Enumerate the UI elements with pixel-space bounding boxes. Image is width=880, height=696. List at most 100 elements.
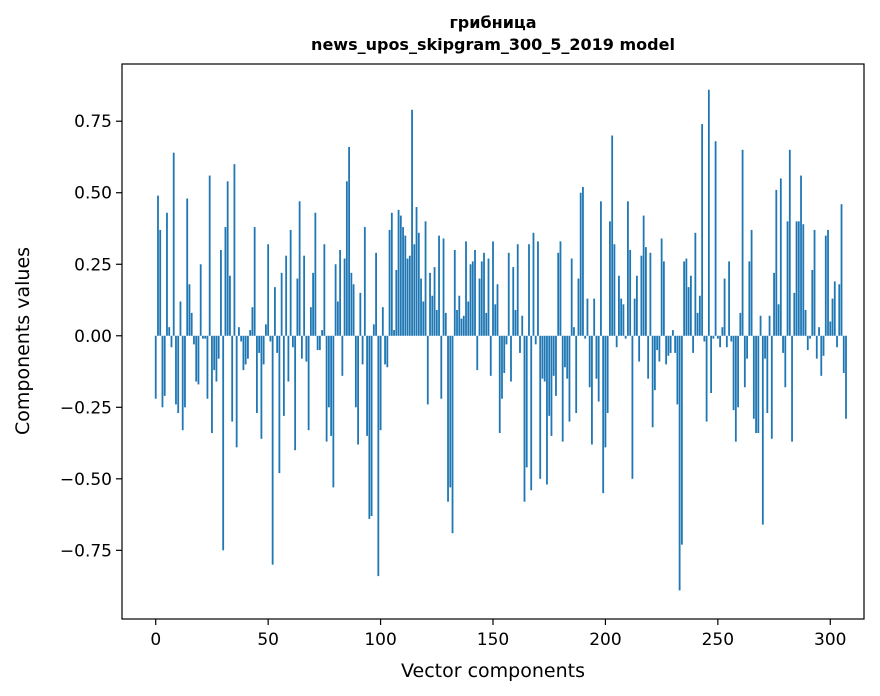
bar bbox=[755, 335, 757, 434]
bar bbox=[543, 335, 546, 382]
x-tick-label: 250 bbox=[702, 630, 734, 650]
bar bbox=[199, 264, 202, 336]
bar bbox=[343, 258, 346, 336]
bar bbox=[492, 241, 494, 336]
bar bbox=[244, 335, 247, 365]
bar bbox=[213, 335, 216, 371]
bar bbox=[815, 335, 818, 359]
bar bbox=[559, 241, 562, 336]
bar bbox=[813, 229, 816, 336]
bar bbox=[195, 335, 198, 382]
bar bbox=[206, 335, 209, 399]
bar bbox=[181, 335, 184, 431]
chart-title: грибница bbox=[449, 13, 536, 32]
bar bbox=[435, 310, 438, 336]
bar bbox=[256, 335, 258, 414]
bar bbox=[840, 204, 843, 336]
bar bbox=[743, 335, 746, 388]
bar bbox=[386, 335, 389, 368]
bar bbox=[498, 335, 501, 434]
bar bbox=[636, 275, 638, 336]
bar bbox=[822, 335, 825, 356]
bar bbox=[593, 298, 596, 336]
bar bbox=[298, 201, 301, 336]
bar bbox=[330, 335, 333, 436]
bar bbox=[525, 335, 528, 468]
bar bbox=[395, 269, 398, 336]
bar bbox=[739, 312, 742, 336]
bar bbox=[348, 146, 350, 336]
bar bbox=[845, 335, 847, 419]
bar bbox=[287, 335, 290, 382]
bar bbox=[519, 335, 521, 353]
bar bbox=[300, 335, 303, 359]
bar bbox=[595, 335, 598, 379]
bar bbox=[332, 335, 335, 488]
bar bbox=[703, 335, 706, 342]
bar bbox=[327, 335, 330, 408]
bar bbox=[831, 298, 834, 336]
bar bbox=[186, 198, 189, 336]
plot-frame bbox=[121, 63, 865, 620]
bar bbox=[289, 229, 292, 336]
bar bbox=[370, 335, 373, 517]
bar bbox=[557, 252, 560, 336]
x-tick-label: 0 bbox=[150, 630, 161, 650]
bar bbox=[312, 272, 315, 336]
bar bbox=[366, 335, 368, 436]
bar bbox=[413, 244, 416, 336]
bar bbox=[586, 298, 589, 336]
bar bbox=[725, 335, 728, 348]
chart-subtitle: news_upos_skipgram_300_5_2019 model bbox=[311, 35, 675, 54]
bar bbox=[710, 335, 712, 393]
bar bbox=[433, 267, 436, 336]
bar bbox=[352, 284, 355, 336]
bar bbox=[674, 335, 677, 353]
bar bbox=[649, 252, 652, 336]
bar bbox=[271, 335, 274, 565]
bar bbox=[278, 335, 281, 474]
bar bbox=[424, 221, 427, 336]
bar bbox=[159, 229, 162, 336]
bar bbox=[588, 335, 591, 388]
bar bbox=[523, 335, 526, 502]
bar bbox=[357, 335, 359, 445]
bar bbox=[381, 307, 384, 336]
bar bbox=[714, 141, 717, 336]
bar bbox=[372, 324, 375, 336]
bar bbox=[777, 304, 780, 336]
bar bbox=[723, 278, 726, 336]
bar bbox=[309, 307, 312, 336]
bar bbox=[384, 335, 386, 365]
bar bbox=[550, 335, 553, 436]
bar bbox=[707, 89, 710, 336]
x-tick-label: 100 bbox=[364, 630, 396, 650]
bar bbox=[521, 315, 524, 336]
bar bbox=[480, 261, 483, 336]
bar bbox=[453, 249, 456, 336]
bar bbox=[602, 335, 605, 494]
bar bbox=[788, 149, 791, 336]
bar bbox=[390, 212, 393, 336]
bar bbox=[561, 335, 564, 442]
bar bbox=[838, 284, 841, 336]
bar bbox=[842, 335, 845, 373]
bar bbox=[645, 247, 647, 336]
bar bbox=[824, 235, 827, 336]
bar bbox=[734, 335, 737, 442]
bar bbox=[613, 244, 616, 336]
y-tick-label: 0.50 bbox=[74, 184, 112, 204]
bar bbox=[249, 330, 252, 336]
bar bbox=[573, 327, 575, 336]
bar bbox=[811, 269, 814, 336]
bar bbox=[696, 312, 699, 336]
bar bbox=[321, 330, 324, 336]
bar bbox=[597, 335, 600, 402]
bar bbox=[795, 221, 798, 336]
bar bbox=[224, 227, 227, 336]
bar bbox=[748, 261, 751, 336]
bar bbox=[836, 335, 838, 348]
bar bbox=[669, 335, 672, 353]
bar bbox=[568, 335, 571, 422]
